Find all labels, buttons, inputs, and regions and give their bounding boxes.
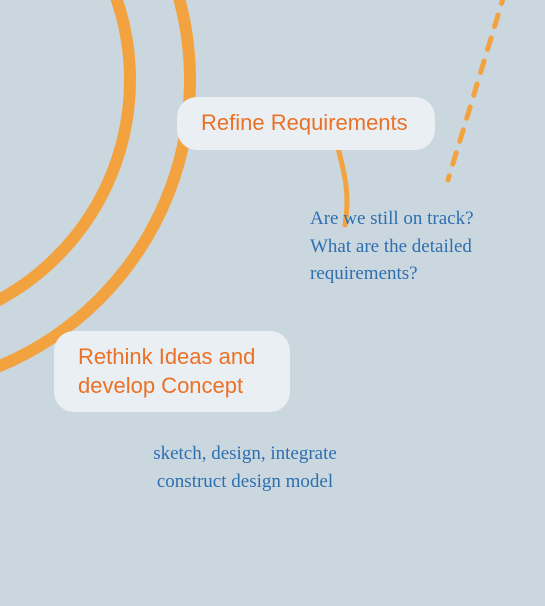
node-rethink-label-line2: develop Concept xyxy=(78,373,243,398)
background xyxy=(0,0,545,606)
node-rethink-label-line1: Rethink Ideas and xyxy=(78,344,255,369)
annotation-refine-line3: requirements? xyxy=(310,260,474,288)
node-refine-requirements[interactable]: Refine Requirements xyxy=(177,97,435,150)
annotation-refine-line2: What are the detailed xyxy=(310,233,474,261)
annotation-rethink-line1: sketch, design, integrate xyxy=(120,440,370,468)
annotation-rethink-line2: construct design model xyxy=(120,468,370,496)
diagram-svg xyxy=(0,0,545,606)
node-rethink-ideas[interactable]: Rethink Ideas and develop Concept xyxy=(54,331,290,412)
annotation-rethink: sketch, design, integrate construct desi… xyxy=(120,440,370,495)
annotation-refine-line1: Are we still on track? xyxy=(310,205,474,233)
annotation-refine: Are we still on track? What are the deta… xyxy=(310,205,474,288)
node-refine-label: Refine Requirements xyxy=(201,110,408,135)
